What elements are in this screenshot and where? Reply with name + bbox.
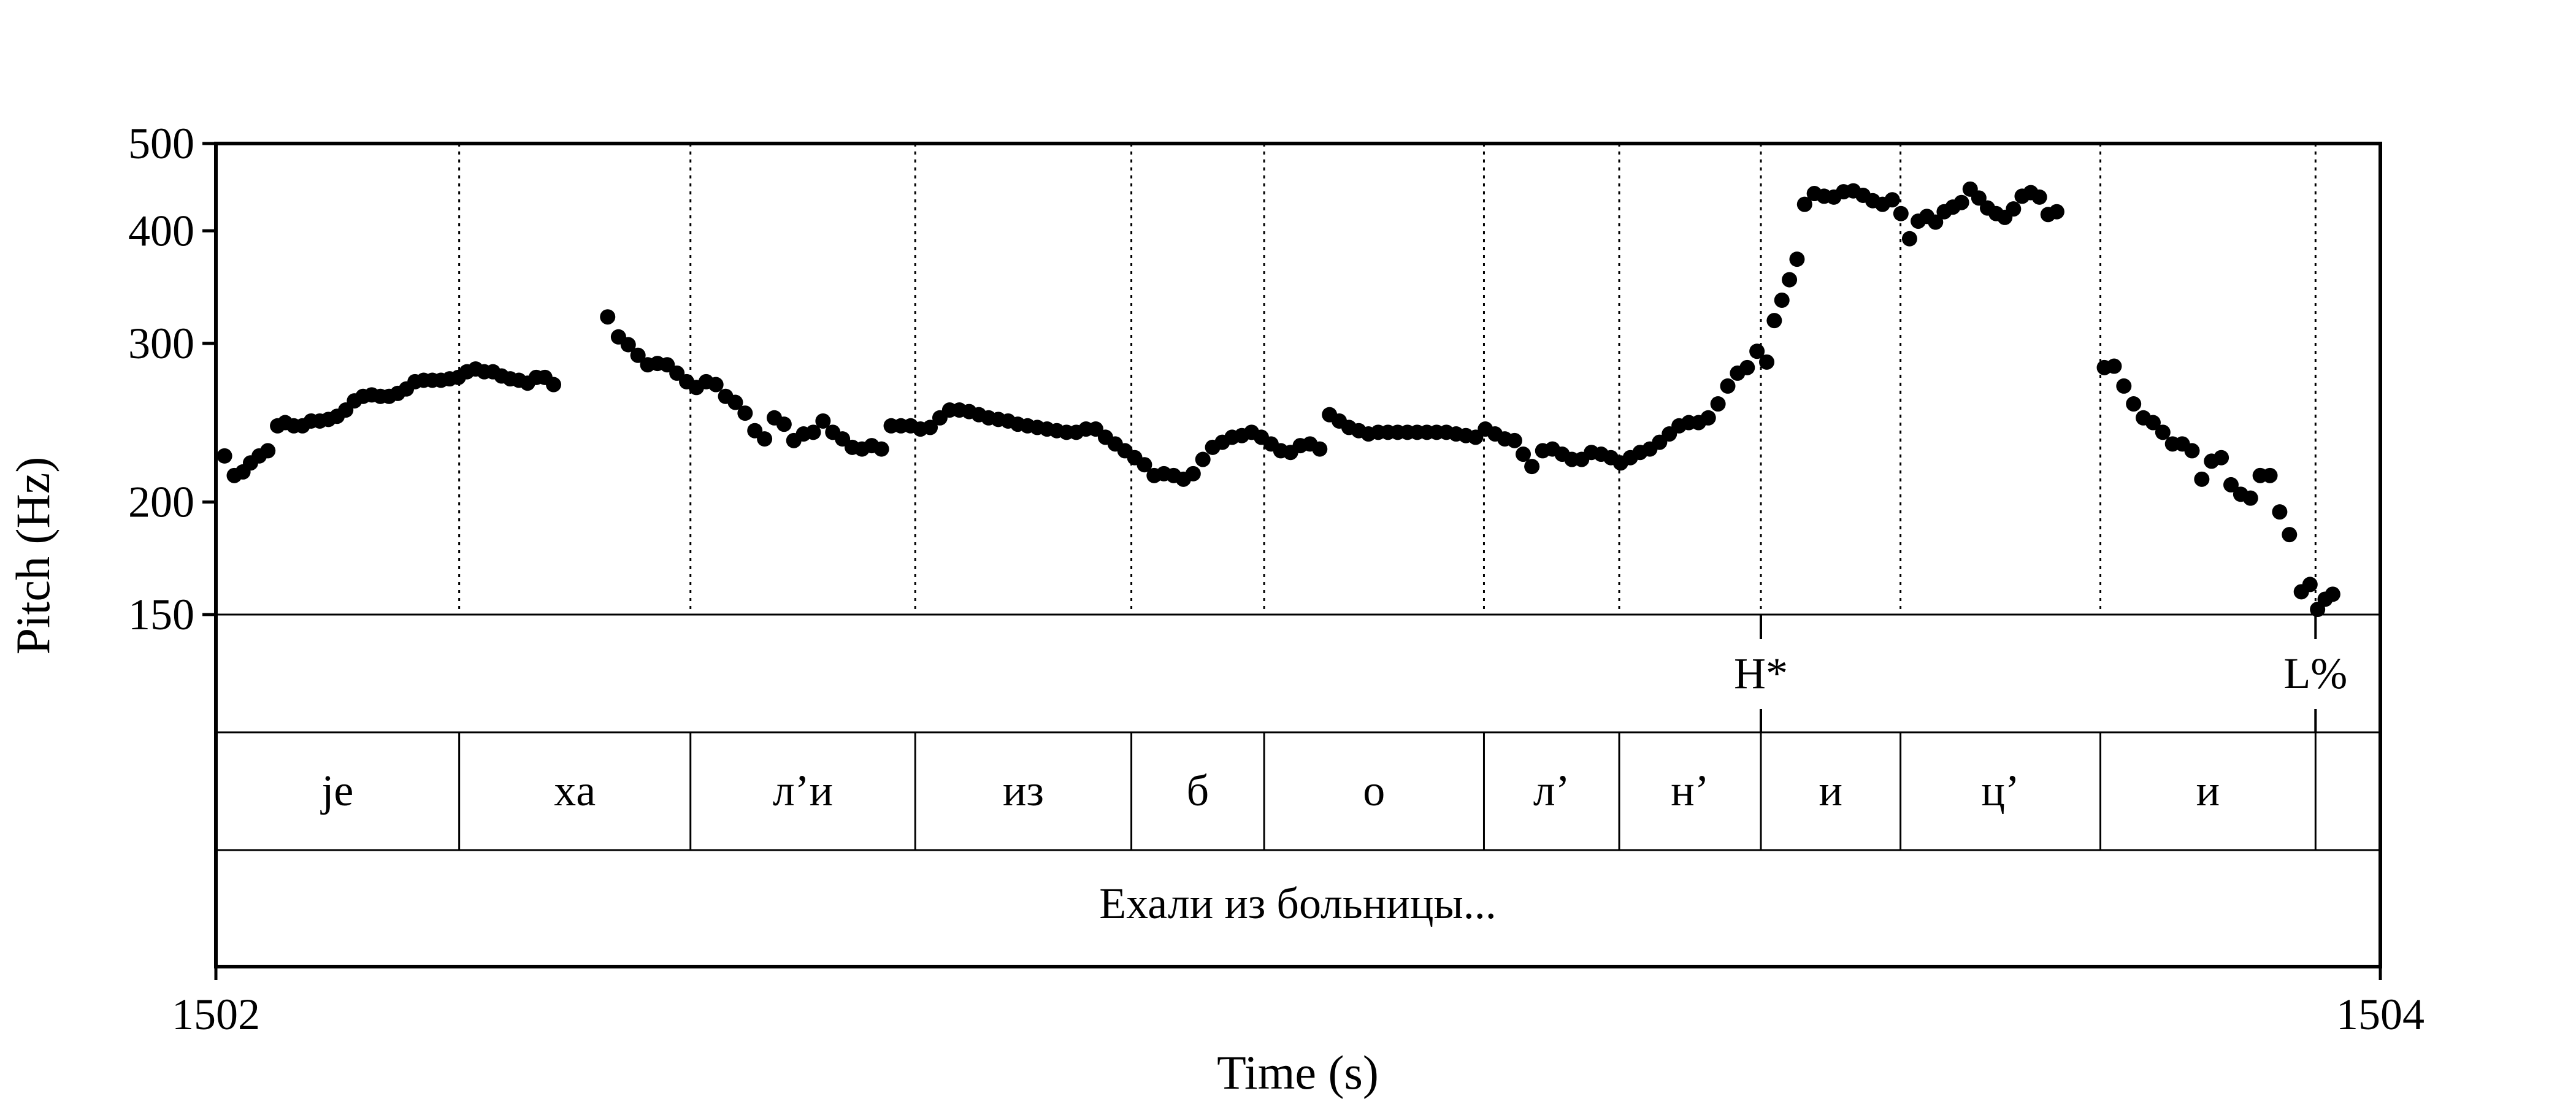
segment-label-2: л’и — [773, 766, 833, 815]
y-axis: 500 400 300 200 150 — [128, 119, 216, 639]
pitch-point-158 — [1759, 354, 1775, 370]
y-axis-label: Pitch (Hz) — [6, 457, 59, 655]
x-tick-label-1502: 1502 — [172, 990, 260, 1039]
pitch-point-134 — [1524, 459, 1540, 475]
segment-label-10: и — [2196, 766, 2220, 815]
segment-label-3: из — [1003, 766, 1044, 815]
y-tick-label-150: 150 — [128, 590, 194, 639]
pitch-point-191 — [2049, 204, 2064, 220]
segment-boundary-lines — [458, 144, 2317, 850]
pitch-point-57 — [776, 416, 792, 432]
pitch-point-42 — [630, 347, 646, 363]
pitch-point-201 — [2184, 443, 2200, 459]
plot-frame — [214, 142, 2382, 968]
tone-label-0: H* — [1734, 649, 1788, 698]
pitch-point-112 — [1312, 441, 1328, 457]
pitch-point-210 — [2272, 504, 2288, 520]
pitch-point-173 — [1893, 205, 1909, 221]
pitch-point-159 — [1766, 313, 1782, 329]
pitch-point-152 — [1700, 410, 1716, 426]
pitch-point-216 — [2325, 586, 2340, 602]
pitch-point-182 — [1971, 190, 1987, 206]
pitch-point-72 — [922, 420, 938, 435]
pitch-point-99 — [1185, 466, 1201, 481]
pitch-point-195 — [2126, 396, 2142, 412]
pitch-point-38 — [546, 377, 562, 393]
pitch-point-163 — [1796, 196, 1812, 212]
pitch-point-52 — [727, 394, 743, 410]
x-axis: 1502 1504 — [172, 967, 2425, 1039]
pitch-point-204 — [2214, 450, 2229, 466]
pitch-point-154 — [1720, 378, 1736, 394]
x-tick-label-1504: 1504 — [2336, 990, 2425, 1039]
y-tick-label-300: 300 — [128, 319, 194, 368]
pitch-point-61 — [815, 413, 831, 429]
tone-tier: H* L% — [1734, 615, 2347, 732]
pitch-points — [217, 181, 2340, 618]
pitch-point-211 — [2282, 527, 2298, 543]
segment-label-6: л’ — [1533, 766, 1570, 815]
pitch-point-180 — [1953, 194, 1969, 210]
pitch-point-39 — [600, 309, 616, 325]
segment-label-1: xa — [554, 766, 596, 815]
pitch-point-156 — [1739, 359, 1755, 375]
tone-label-1: L% — [2283, 649, 2347, 698]
pitch-point-161 — [1782, 272, 1798, 288]
y-tick-label-400: 400 — [128, 206, 194, 255]
segment-label-4: б — [1187, 766, 1209, 815]
pitch-point-94 — [1137, 457, 1152, 473]
pitch-point-0 — [217, 448, 232, 464]
pitch-point-153 — [1710, 396, 1726, 412]
segment-label-8: и — [1819, 766, 1843, 815]
pitch-point-41 — [620, 337, 636, 353]
pitch-point-50 — [708, 377, 724, 393]
segment-label-9: ц’ — [1981, 766, 2020, 815]
pitch-point-207 — [2242, 490, 2258, 506]
sentence-label: Ехали из больницы... — [1099, 879, 1496, 928]
pitch-point-133 — [1516, 447, 1531, 462]
pitch-point-174 — [1901, 231, 1917, 247]
pitch-point-177 — [1928, 214, 1944, 230]
pitch-point-100 — [1195, 451, 1211, 467]
pitch-point-193 — [2106, 358, 2122, 374]
pitch-point-132 — [1506, 432, 1522, 448]
y-tick-label-500: 500 — [128, 119, 194, 168]
segment-label-0: je — [320, 766, 353, 815]
pitch-point-194 — [2116, 378, 2132, 394]
pitch-point-189 — [2031, 189, 2047, 205]
pitch-point-172 — [1884, 192, 1900, 208]
segment-tier: je xa л’и из б о л’ н’ и ц’ и — [320, 766, 2220, 815]
segment-label-5: о — [1363, 766, 1385, 815]
pitch-point-197 — [2145, 415, 2161, 431]
y-tick-label-200: 200 — [128, 477, 194, 526]
pitch-point-198 — [2155, 424, 2171, 440]
pitch-point-209 — [2262, 467, 2278, 483]
pitch-point-55 — [757, 431, 773, 447]
pitch-point-60 — [805, 424, 821, 440]
pitch-point-186 — [2006, 201, 2022, 217]
pitch-point-202 — [2194, 471, 2210, 487]
pitch-point-160 — [1774, 292, 1790, 308]
x-axis-label: Time (s) — [1217, 1046, 1379, 1099]
pitch-point-67 — [873, 441, 889, 457]
pitch-point-162 — [1789, 251, 1805, 267]
pitch-point-53 — [737, 405, 753, 421]
pitch-point-205 — [2223, 477, 2239, 493]
pitch-point-157 — [1749, 343, 1765, 359]
pitch-point-213 — [2302, 577, 2318, 592]
pitch-point-5 — [260, 443, 276, 459]
segment-label-7: н’ — [1671, 766, 1709, 815]
